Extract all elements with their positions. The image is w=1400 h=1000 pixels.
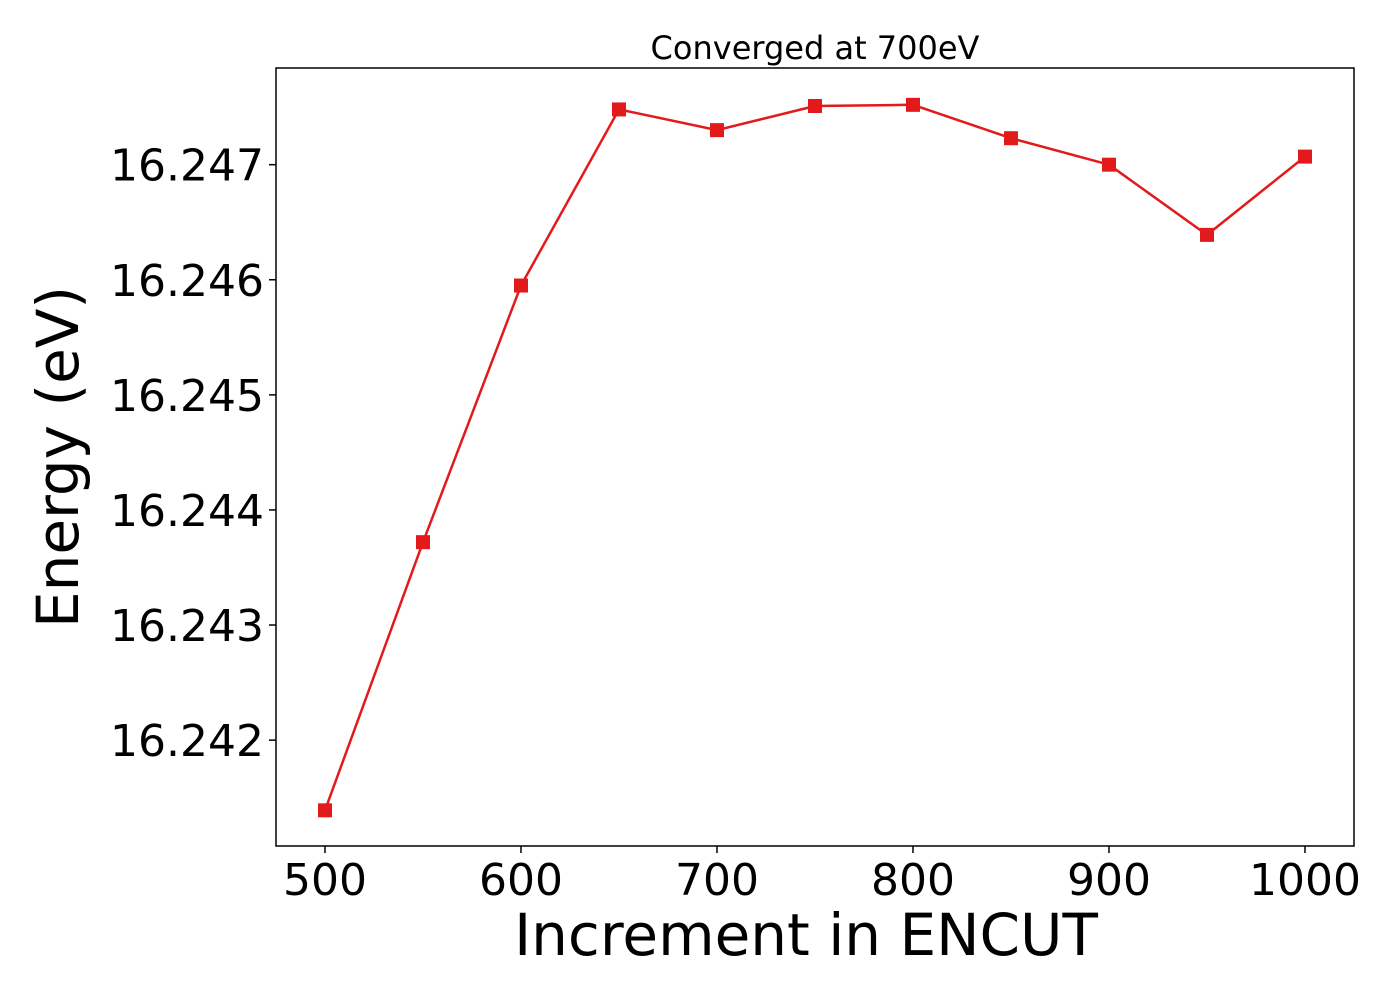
data-point-marker [1102, 157, 1116, 172]
x-tick-label: 1000 [1249, 855, 1361, 906]
y-axis-ticks: 16.242 16.243 16.244 16.245 16.246 16.247 [110, 141, 276, 767]
data-point-marker [612, 102, 626, 117]
x-tick-label: 700 [675, 855, 759, 906]
y-tick-label: 16.242 [110, 716, 264, 767]
y-axis-title: Energy (eV) [24, 286, 92, 628]
data-point-marker [1200, 227, 1214, 242]
x-tick-label: 900 [1067, 855, 1151, 906]
x-tick-label: 800 [871, 855, 955, 906]
chart-title: Converged at 700eV [651, 29, 980, 67]
y-tick-label: 16.244 [110, 486, 264, 537]
data-point-marker [1004, 131, 1018, 146]
y-tick-label: 16.245 [110, 371, 264, 422]
data-point-marker [808, 98, 822, 113]
data-point-marker [710, 123, 724, 138]
data-point-marker [1298, 149, 1312, 164]
x-axis-title: Increment in ENCUT [514, 901, 1098, 969]
y-tick-label: 16.246 [110, 256, 264, 307]
data-point-marker [514, 278, 528, 293]
x-axis-ticks: 500 600 700 800 900 1000 [283, 846, 1361, 906]
plot-area-frame [275, 67, 1355, 847]
series-layer [318, 97, 1312, 818]
data-point-marker [318, 803, 332, 818]
data-point-marker [416, 535, 430, 550]
y-tick-label: 16.247 [110, 141, 264, 192]
x-tick-label: 600 [479, 855, 563, 906]
data-point-marker [906, 97, 920, 112]
x-tick-label: 500 [283, 855, 367, 906]
y-tick-label: 16.243 [110, 601, 264, 652]
